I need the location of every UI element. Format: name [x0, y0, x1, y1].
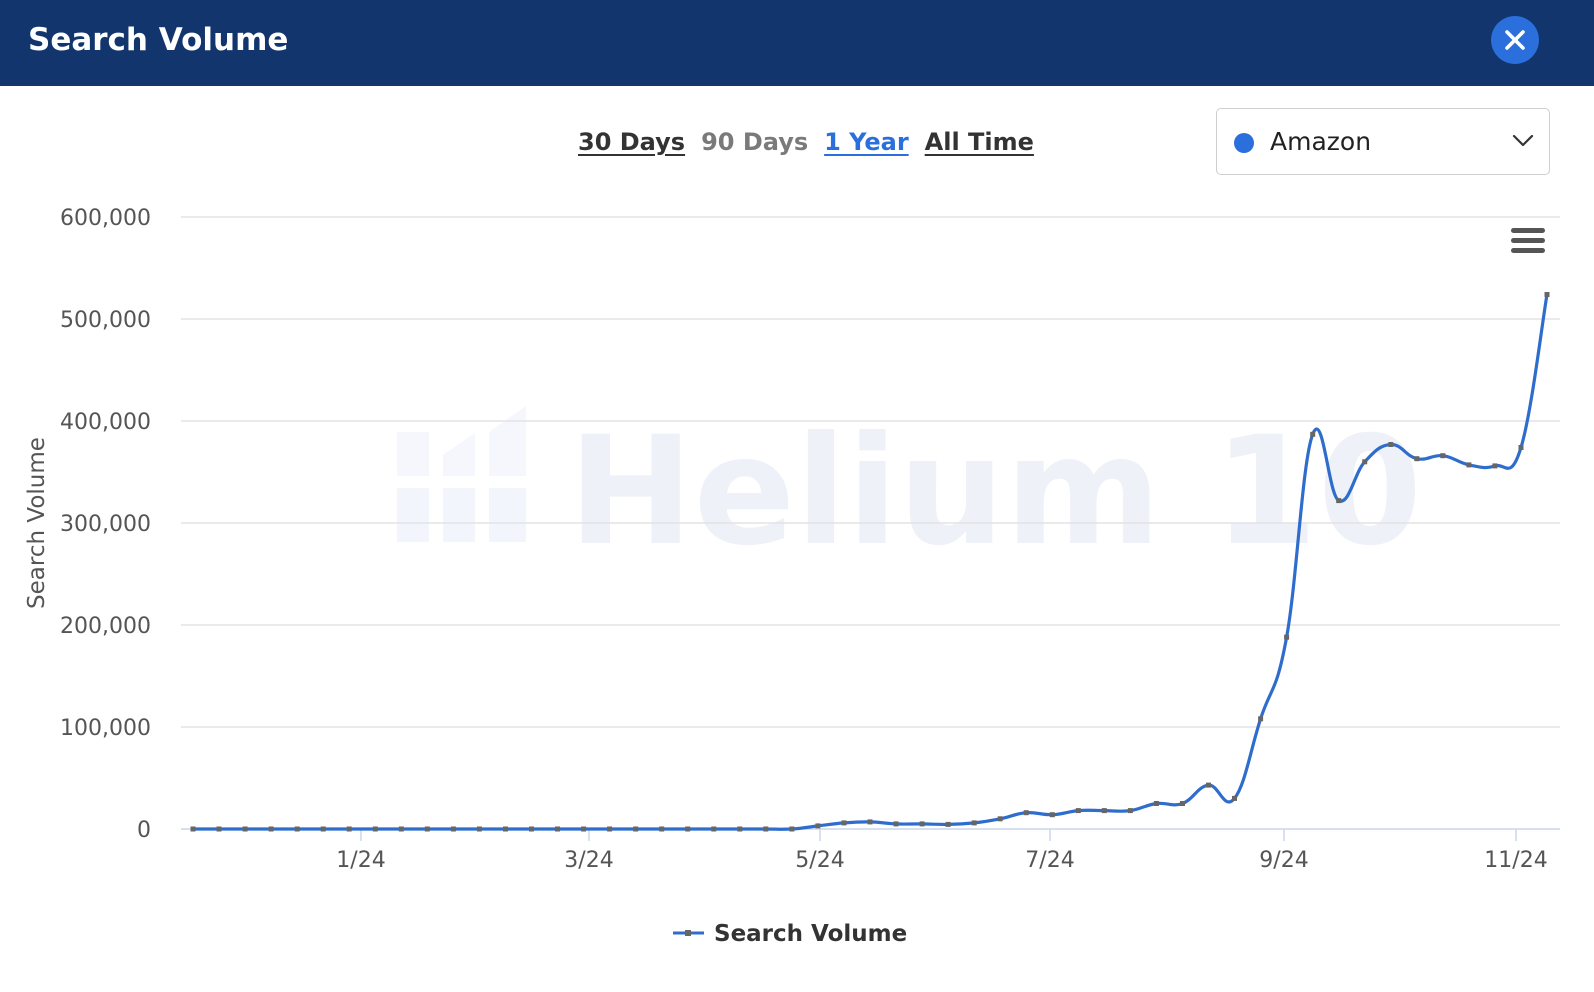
data-point[interactable]: [997, 816, 1003, 822]
data-point[interactable]: [1284, 634, 1290, 640]
y-tick-label: 100,000: [60, 716, 151, 741]
data-point[interactable]: [1232, 795, 1237, 801]
y-tick-label: 500,000: [60, 308, 151, 333]
tab-all-time[interactable]: All Time: [924, 128, 1034, 156]
data-point[interactable]: [607, 826, 613, 832]
data-point[interactable]: [1206, 782, 1211, 788]
data-point[interactable]: [529, 826, 534, 832]
data-point[interactable]: [711, 826, 717, 832]
y-tick-label: 0: [137, 818, 151, 843]
marketplace-dot-icon: [1234, 133, 1254, 153]
data-point[interactable]: [841, 820, 847, 826]
data-point[interactable]: [1075, 808, 1081, 814]
data-point[interactable]: [919, 821, 925, 827]
chart-gridlines: [181, 216, 1560, 728]
modal-title: Search Volume: [28, 22, 289, 58]
x-tick-label: 7/24: [1025, 848, 1074, 873]
data-point[interactable]: [372, 826, 378, 832]
data-point[interactable]: [424, 826, 430, 832]
data-point[interactable]: [581, 826, 587, 832]
data-point[interactable]: [1127, 808, 1133, 814]
data-point[interactable]: [216, 826, 222, 832]
x-tick-label: 9/24: [1259, 848, 1308, 873]
data-point[interactable]: [1388, 442, 1394, 447]
data-point[interactable]: [1544, 292, 1550, 297]
tab-1-year[interactable]: 1 Year: [824, 128, 909, 156]
y-tick-label: 300,000: [60, 512, 151, 537]
x-tick-label: 11/24: [1484, 848, 1547, 873]
data-point[interactable]: [1049, 812, 1055, 818]
data-point[interactable]: [1414, 456, 1420, 462]
data-point[interactable]: [1258, 716, 1264, 722]
data-point[interactable]: [763, 826, 769, 832]
close-icon: [1505, 30, 1525, 50]
watermark: Helium 10: [397, 405, 1422, 579]
data-point[interactable]: [867, 819, 873, 825]
data-point[interactable]: [555, 826, 560, 832]
chevron-down-icon: [1512, 134, 1534, 147]
y-axis-label: Search Volume: [24, 437, 50, 609]
data-point[interactable]: [1466, 462, 1472, 468]
data-point[interactable]: [190, 826, 196, 832]
data-point[interactable]: [685, 826, 691, 832]
data-point[interactable]: [1101, 808, 1107, 814]
marketplace-dropdown[interactable]: Amazon: [1216, 108, 1550, 175]
hamburger-menu-icon: [1511, 228, 1545, 253]
x-axis: 1/24 3/24 5/24 7/24 9/24 11/24: [181, 828, 1560, 873]
data-point[interactable]: [815, 823, 821, 829]
data-point[interactable]: [1518, 445, 1524, 450]
y-tick-label: 200,000: [60, 614, 151, 639]
data-point[interactable]: [320, 826, 326, 832]
y-tick-label: 400,000: [60, 410, 151, 435]
x-tick-label: 1/24: [336, 848, 385, 873]
data-point[interactable]: [945, 821, 951, 827]
tab-90-days[interactable]: 90 Days: [701, 128, 809, 156]
data-point[interactable]: [476, 826, 482, 832]
data-point[interactable]: [1336, 498, 1342, 504]
data-point[interactable]: [242, 826, 248, 832]
x-tick-label: 3/24: [564, 848, 613, 873]
data-point[interactable]: [789, 826, 795, 832]
legend-marker-icon: [685, 930, 691, 936]
data-point[interactable]: [1440, 453, 1446, 459]
y-axis-ticks: 0 100,000 200,000 300,000 400,000 500,000 600,…: [60, 206, 151, 843]
data-point[interactable]: [659, 826, 665, 832]
data-point[interactable]: [503, 826, 508, 832]
data-point[interactable]: [450, 826, 456, 832]
chart-menu-button[interactable]: [1510, 226, 1546, 256]
modal-header: Search Volume: [0, 0, 1594, 86]
data-point[interactable]: [1492, 463, 1498, 469]
data-point[interactable]: [346, 826, 352, 832]
data-point[interactable]: [893, 821, 899, 827]
data-point[interactable]: [1310, 431, 1316, 437]
legend-label: Search Volume: [714, 921, 907, 947]
data-point[interactable]: [971, 820, 977, 826]
data-point[interactable]: [1153, 801, 1159, 806]
data-point[interactable]: [294, 826, 300, 832]
data-point[interactable]: [1023, 810, 1029, 816]
close-button[interactable]: [1491, 16, 1539, 64]
x-tick-label: 5/24: [795, 848, 844, 873]
data-point[interactable]: [398, 826, 404, 832]
data-point[interactable]: [633, 826, 639, 832]
data-point[interactable]: [1362, 459, 1368, 465]
chart-legend[interactable]: Search Volume: [673, 921, 907, 947]
marketplace-label: Amazon: [1270, 127, 1372, 156]
y-tick-label: 600,000: [60, 206, 151, 231]
data-point[interactable]: [268, 826, 274, 832]
time-range-tabs: 30 Days 90 Days 1 Year All Time: [578, 124, 1034, 160]
watermark-text: Helium 10: [568, 405, 1422, 579]
series-search-volume: [190, 292, 1550, 832]
helium10-logo-icon: [397, 406, 526, 542]
data-point[interactable]: [1180, 801, 1185, 806]
tab-30-days[interactable]: 30 Days: [578, 128, 686, 156]
data-point[interactable]: [737, 826, 743, 832]
